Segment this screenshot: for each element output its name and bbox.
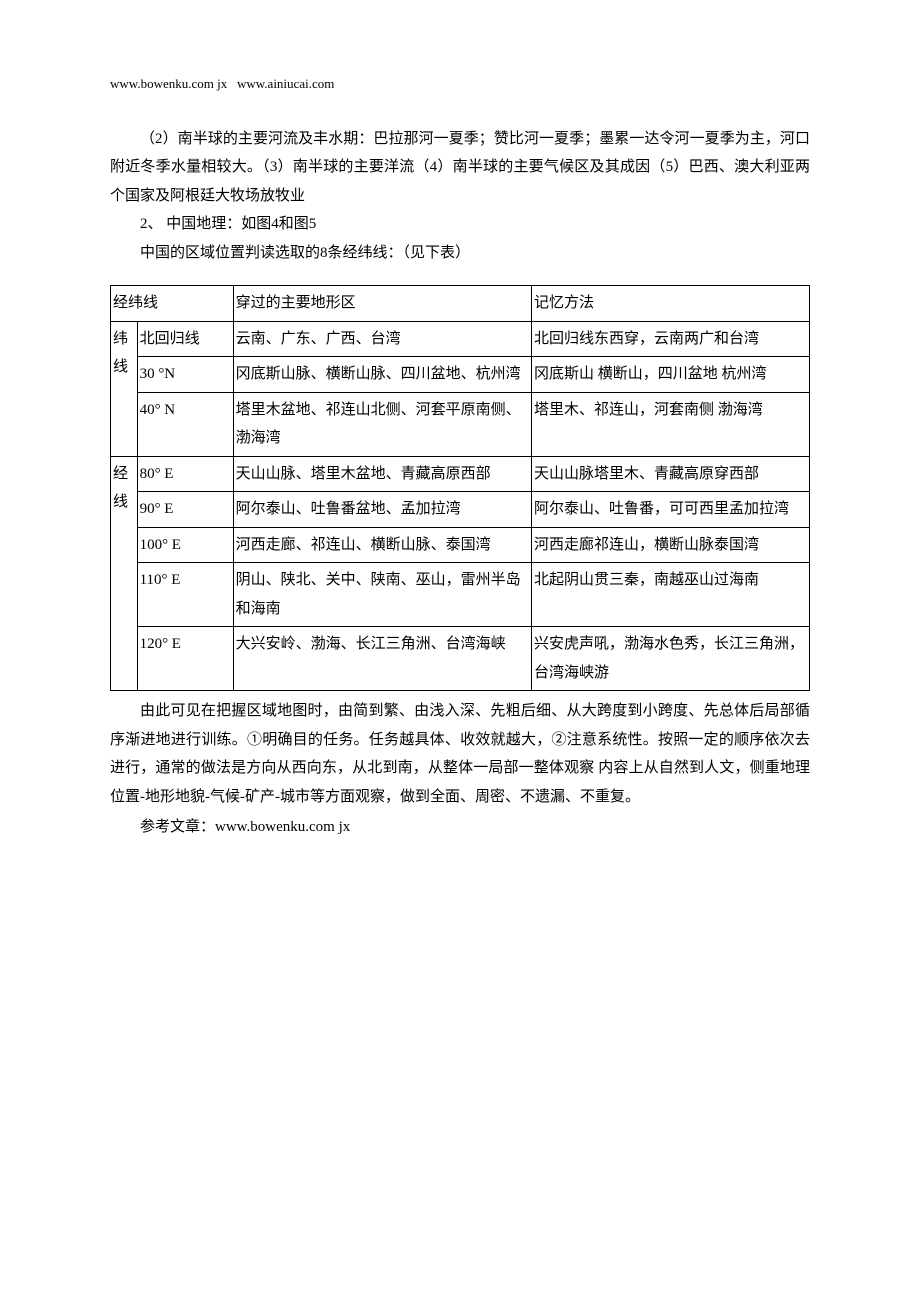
reference-line: 参考文章：www.bowenku.com jx — [110, 813, 810, 842]
line-name: 北回归线 — [137, 321, 233, 357]
table-row: 110° E 阴山、陕北、关中、陕南、巫山，雷州半岛和海南 北起阴山贯三秦，南越… — [111, 563, 810, 627]
line-name: 40° N — [137, 392, 233, 456]
table-header-row: 经纬线 穿过的主要地形区 记忆方法 — [111, 286, 810, 322]
page-header: www.bowenku.com jx www.ainiucai.com — [110, 72, 810, 97]
line-mnemonic: 冈底斯山 横断山，四川盆地 杭州湾 — [532, 357, 810, 393]
line-name: 120° E — [137, 627, 233, 691]
line-mnemonic: 阿尔泰山、吐鲁番，可可西里孟加拉湾 — [532, 492, 810, 528]
intro-paragraph-2: 2、 中国地理：如图4和图5 — [110, 210, 810, 239]
table-row: 100° E 河西走廊、祁连山、横断山脉、泰国湾 河西走廊祁连山，横断山脉泰国湾 — [111, 527, 810, 563]
line-name: 80° E — [137, 456, 233, 492]
line-mnemonic: 北起阴山贯三秦，南越巫山过海南 — [532, 563, 810, 627]
intro-paragraph-3: 中国的区域位置判读选取的8条经纬线：（见下表） — [110, 239, 810, 268]
table-row: 纬线 北回归线 云南、广东、广西、台湾 北回归线东西穿，云南两广和台湾 — [111, 321, 810, 357]
line-terrain: 大兴安岭、渤海、长江三角洲、台湾海峡 — [233, 627, 531, 691]
line-mnemonic: 河西走廊祁连山，横断山脉泰国湾 — [532, 527, 810, 563]
line-name: 30 °N — [137, 357, 233, 393]
col-header-terrain: 穿过的主要地形区 — [233, 286, 531, 322]
line-terrain: 云南、广东、广西、台湾 — [233, 321, 531, 357]
line-terrain: 冈底斯山脉、横断山脉、四川盆地、杭州湾 — [233, 357, 531, 393]
col-header-mnemonic: 记忆方法 — [532, 286, 810, 322]
table-row: 40° N 塔里木盆地、祁连山北侧、河套平原南侧、渤海湾 塔里木、祁连山，河套南… — [111, 392, 810, 456]
group-longitude: 经线 — [111, 456, 138, 691]
line-mnemonic: 天山山脉塔里木、青藏高原穿西部 — [532, 456, 810, 492]
line-mnemonic: 塔里木、祁连山，河套南侧 渤海湾 — [532, 392, 810, 456]
line-name: 90° E — [137, 492, 233, 528]
latlong-table: 经纬线 穿过的主要地形区 记忆方法 纬线 北回归线 云南、广东、广西、台湾 北回… — [110, 285, 810, 691]
table-row: 120° E 大兴安岭、渤海、长江三角洲、台湾海峡 兴安虎声吼，渤海水色秀，长江… — [111, 627, 810, 691]
line-terrain: 阴山、陕北、关中、陕南、巫山，雷州半岛和海南 — [233, 563, 531, 627]
line-mnemonic: 兴安虎声吼，渤海水色秀，长江三角洲，台湾海峡游 — [532, 627, 810, 691]
line-terrain: 阿尔泰山、吐鲁番盆地、孟加拉湾 — [233, 492, 531, 528]
line-name: 110° E — [137, 563, 233, 627]
line-mnemonic: 北回归线东西穿，云南两广和台湾 — [532, 321, 810, 357]
line-name: 100° E — [137, 527, 233, 563]
line-terrain: 天山山脉、塔里木盆地、青藏高原西部 — [233, 456, 531, 492]
header-right-url: www.ainiucai.com — [237, 76, 334, 91]
line-terrain: 河西走廊、祁连山、横断山脉、泰国湾 — [233, 527, 531, 563]
header-left-url: www.bowenku.com jx — [110, 76, 227, 91]
col-header-line: 经纬线 — [111, 286, 234, 322]
intro-paragraph-1: （2）南半球的主要河流及丰水期：巴拉那河一夏季；赞比河一夏季；墨累一达令河一夏季… — [110, 125, 810, 211]
table-row: 经线 80° E 天山山脉、塔里木盆地、青藏高原西部 天山山脉塔里木、青藏高原穿… — [111, 456, 810, 492]
table-row: 90° E 阿尔泰山、吐鲁番盆地、孟加拉湾 阿尔泰山、吐鲁番，可可西里孟加拉湾 — [111, 492, 810, 528]
line-terrain: 塔里木盆地、祁连山北侧、河套平原南侧、渤海湾 — [233, 392, 531, 456]
table-row: 30 °N 冈底斯山脉、横断山脉、四川盆地、杭州湾 冈底斯山 横断山，四川盆地 … — [111, 357, 810, 393]
closing-paragraph: 由此可见在把握区域地图时，由简到繁、由浅入深、先粗后细、从大跨度到小跨度、先总体… — [110, 697, 810, 811]
group-latitude: 纬线 — [111, 321, 138, 456]
document-page: www.bowenku.com jx www.ainiucai.com （2）南… — [0, 0, 920, 1302]
